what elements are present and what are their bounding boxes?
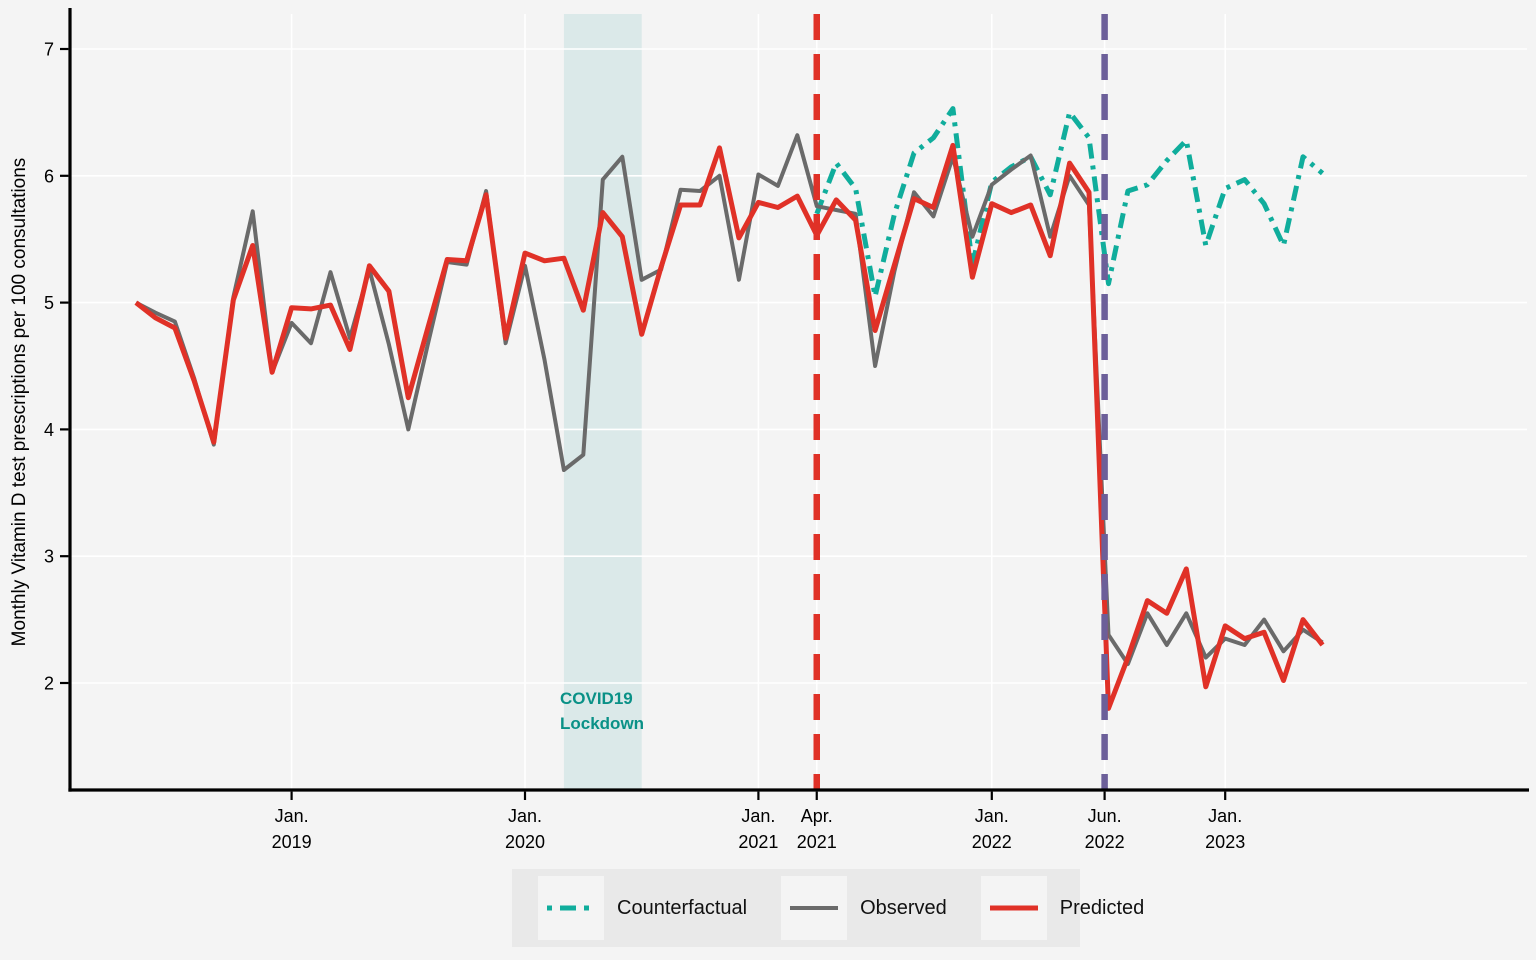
y-tick-label: 6 bbox=[44, 166, 54, 186]
y-tick-label: 2 bbox=[44, 674, 54, 694]
covid-annotation-line1: COVID19 bbox=[560, 689, 633, 708]
legend-item-predicted: Predicted bbox=[980, 876, 1145, 940]
x-tick-label-month: Jan. bbox=[1208, 806, 1242, 826]
series-observed bbox=[135, 133, 1324, 666]
series-counterfactual bbox=[814, 106, 1325, 299]
legend-item-counterfactual: Counterfactual bbox=[538, 876, 747, 940]
x-tick-label-month: Jan. bbox=[741, 806, 775, 826]
x-tick-label-year: 2023 bbox=[1205, 832, 1245, 852]
legend-item-observed: Observed bbox=[781, 876, 947, 940]
y-tick-label: 5 bbox=[44, 293, 54, 313]
axis-layer bbox=[60, 8, 1529, 800]
series-predicted bbox=[134, 142, 1325, 711]
series-layer bbox=[134, 106, 1325, 711]
legend-label-counterfactual: Counterfactual bbox=[617, 896, 748, 919]
legend-label-observed: Observed bbox=[860, 896, 947, 919]
x-tick-label-year: 2020 bbox=[505, 832, 545, 852]
reference-line-layer bbox=[813, 14, 1108, 790]
y-tick-label: 4 bbox=[44, 420, 54, 440]
covid-annotation-line2: Lockdown bbox=[560, 714, 645, 733]
covid-lockdown-annotation: COVID19 Lockdown bbox=[560, 686, 700, 736]
y-axis-title: Monthly Vitamin D test prescriptions per… bbox=[9, 158, 30, 647]
x-tick-label-month: Jan. bbox=[508, 806, 542, 826]
x-tick-label-year: 2021 bbox=[797, 832, 837, 852]
counterfactual-line-sample bbox=[538, 876, 604, 940]
predicted-line-sample bbox=[980, 876, 1047, 940]
x-tick-label-month: Jan. bbox=[975, 806, 1009, 826]
gridline-layer bbox=[70, 14, 1527, 790]
x-tick-label-year: 2022 bbox=[1085, 832, 1125, 852]
x-tick-label-year: 2019 bbox=[272, 832, 312, 852]
x-tick-label-month: Apr. bbox=[801, 806, 833, 826]
tick-label-layer: 2 3 4 5 6 7 Jan. 2019 Jan. 2020 Jan. 2021 Apr. 2021 Ja… bbox=[44, 40, 1245, 853]
legend-label-predicted: Predicted bbox=[1059, 896, 1145, 919]
lockdown-band-layer bbox=[563, 14, 642, 790]
y-tick-label: 7 bbox=[44, 40, 54, 60]
x-tick-label-month: Jan. bbox=[275, 806, 309, 826]
x-tick-label-year: 2022 bbox=[972, 832, 1012, 852]
y-tick-label: 3 bbox=[44, 547, 54, 567]
x-tick-label-year: 2021 bbox=[738, 832, 778, 852]
legend: Counterfactual Observed Predicted bbox=[512, 869, 1144, 947]
observed-line-sample bbox=[781, 876, 848, 940]
x-tick-label-month: Jun. bbox=[1088, 806, 1122, 826]
covid-lockdown-band bbox=[563, 14, 642, 790]
